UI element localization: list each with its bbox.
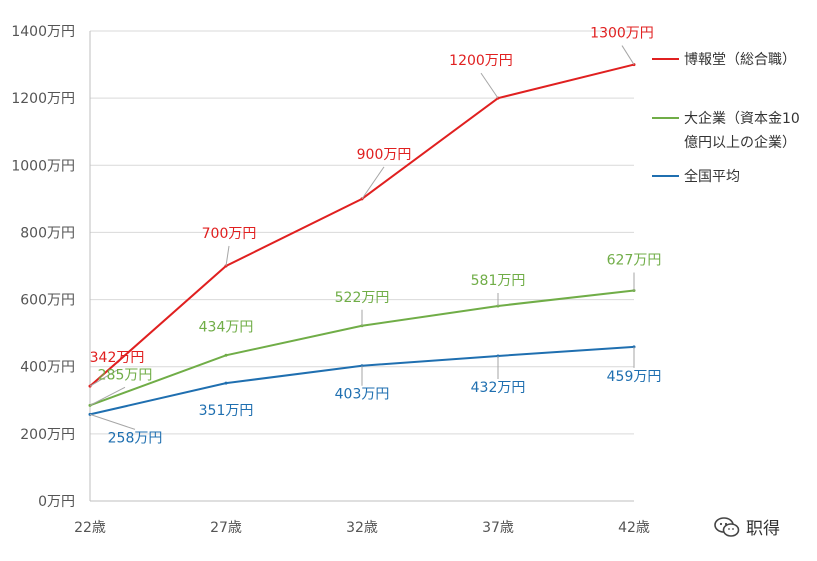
legend: 博報堂（総合職） 大企業（資本金10 億円以上の企業） 全国平均 (652, 51, 800, 185)
data-labels: 342万円 700万円 900万円 1200万円 1300万円 285万円 434万円 522… (90, 26, 662, 447)
y-tick-label: 400万円 (20, 360, 75, 376)
data-point (224, 353, 228, 357)
wechat-icon (714, 516, 740, 537)
leader-line (361, 166, 385, 200)
x-tick-label: 22歳 (74, 520, 106, 536)
data-label: 434万円 (199, 319, 254, 335)
y-tick-label: 800万円 (20, 225, 75, 241)
series-lines (88, 63, 636, 416)
x-tick-label: 32歳 (346, 520, 378, 536)
series-line (89, 63, 635, 387)
leader-line (225, 245, 230, 267)
data-label: 581万円 (471, 273, 526, 289)
gridlines (90, 30, 634, 435)
data-label: 522万円 (335, 290, 390, 306)
data-point (224, 381, 228, 385)
data-label: 403万円 (335, 387, 390, 403)
x-tick-label: 27歳 (210, 520, 242, 536)
data-label: 900万円 (357, 147, 412, 163)
watermark-text: 职得 (746, 519, 780, 539)
x-axis-ticks: 22歳 27歳 32歳 37歳 42歳 (74, 520, 650, 536)
y-tick-label: 600万円 (20, 293, 75, 309)
data-label: 459万円 (607, 369, 662, 385)
leader-line (480, 72, 499, 99)
data-label: 1300万円 (590, 26, 654, 42)
y-axis-ticks: 0万円 200万円 400万円 600万円 800万円 1000万円 1200万円 1400万… (11, 24, 75, 510)
leader-line (89, 386, 126, 406)
legend-label: 大企業（資本金10 (684, 110, 800, 127)
y-tick-label: 200万円 (20, 427, 75, 443)
data-label: 432万円 (471, 380, 526, 396)
y-tick-label: 1000万円 (11, 158, 75, 174)
leader-line (89, 413, 136, 430)
data-label: 700万円 (202, 226, 257, 242)
legend-label: 博報堂（総合職） (684, 51, 796, 68)
data-label: 1200万円 (449, 53, 513, 69)
x-tick-label: 37歳 (482, 520, 514, 536)
watermark: 职得 (714, 514, 780, 539)
label-leader-lines (89, 45, 635, 430)
x-tick-label: 42歳 (618, 520, 650, 536)
data-label: 351万円 (199, 403, 254, 419)
leader-line (621, 45, 635, 65)
data-label: 285万円 (98, 367, 153, 383)
y-tick-label: 1200万円 (11, 91, 75, 107)
data-label: 627万円 (607, 253, 662, 269)
legend-label: 全国平均 (684, 168, 740, 185)
axes (89, 31, 634, 502)
data-label: 342万円 (90, 350, 145, 366)
legend-label: 億円以上の企業） (684, 134, 796, 151)
data-label: 258万円 (108, 430, 163, 446)
leader-line (89, 369, 118, 387)
y-tick-label: 1400万円 (11, 24, 75, 40)
y-tick-label: 0万円 (38, 494, 75, 510)
